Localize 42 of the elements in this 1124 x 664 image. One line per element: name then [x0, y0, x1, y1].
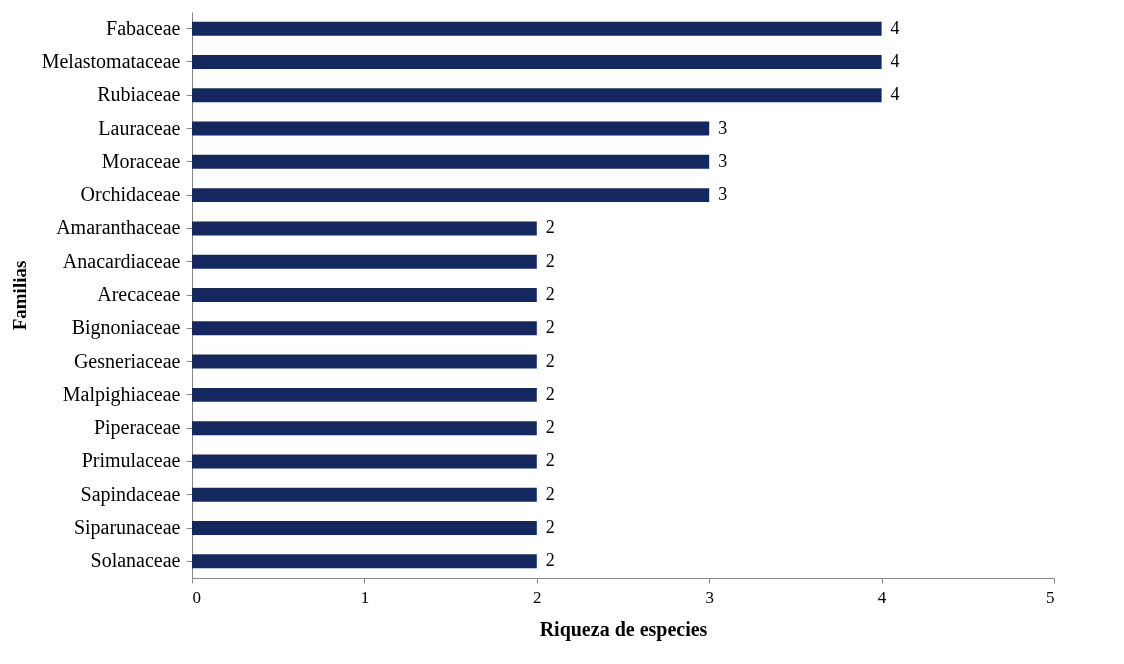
y-tick-label: Fabaceae [106, 16, 181, 39]
data-label: 2 [545, 383, 555, 404]
data-label: 2 [545, 417, 555, 438]
x-tick-label: 1 [360, 587, 370, 607]
data-label: 4 [890, 17, 900, 38]
y-tick-label: Moraceae [101, 149, 181, 172]
y-tick-label: Melastomataceae [41, 49, 181, 72]
y-tick-label: Arecaceae [97, 283, 181, 305]
data-label: 2 [545, 217, 555, 238]
data-label: 3 [718, 184, 728, 205]
y-tick-label: Gesneriaceae [73, 349, 181, 372]
x-tick-label: 2 [533, 587, 542, 607]
data-label: 2 [545, 517, 555, 538]
data-label: 2 [545, 317, 555, 338]
x-tick-label: 5 [1046, 587, 1055, 607]
y-tick-label: Piperaceae [93, 416, 181, 440]
data-label: 4 [890, 50, 900, 71]
data-label: 2 [545, 450, 555, 471]
data-label: 2 [545, 550, 555, 571]
data-label: 2 [545, 483, 555, 504]
y-tick-label: Siparunaceae [73, 516, 181, 540]
data-label: 2 [545, 250, 555, 271]
y-tick-label: Bignoniaceae [71, 316, 181, 340]
y-tick-label: Amaranthaceae [56, 216, 181, 239]
x-tick-label: 0 [192, 587, 201, 607]
y-tick-label: Lauraceae [98, 116, 181, 139]
y-tick-label: Rubiaceae [97, 83, 181, 106]
y-tick-label: Orchidaceae [80, 183, 181, 206]
x-tick-label: 3 [705, 587, 714, 607]
data-label: 4 [890, 84, 900, 105]
y-tick-label: Sapindaceae [80, 482, 181, 506]
data-label: 3 [718, 150, 728, 171]
y-tick-label: Primulaceae [81, 449, 181, 472]
x-tick-label: 4 [877, 587, 887, 607]
y-tick-label: Anacardiaceae [62, 249, 181, 272]
y-tick-label: Malpighiaceae [62, 382, 181, 406]
data-label: 3 [718, 117, 728, 138]
y-axis-title: Familias [8, 260, 30, 331]
data-label: 2 [545, 350, 555, 371]
y-tick-label: Solanaceae [90, 549, 181, 572]
data-label: 2 [545, 284, 555, 304]
x-axis-title: Riqueza de especies [539, 617, 708, 641]
